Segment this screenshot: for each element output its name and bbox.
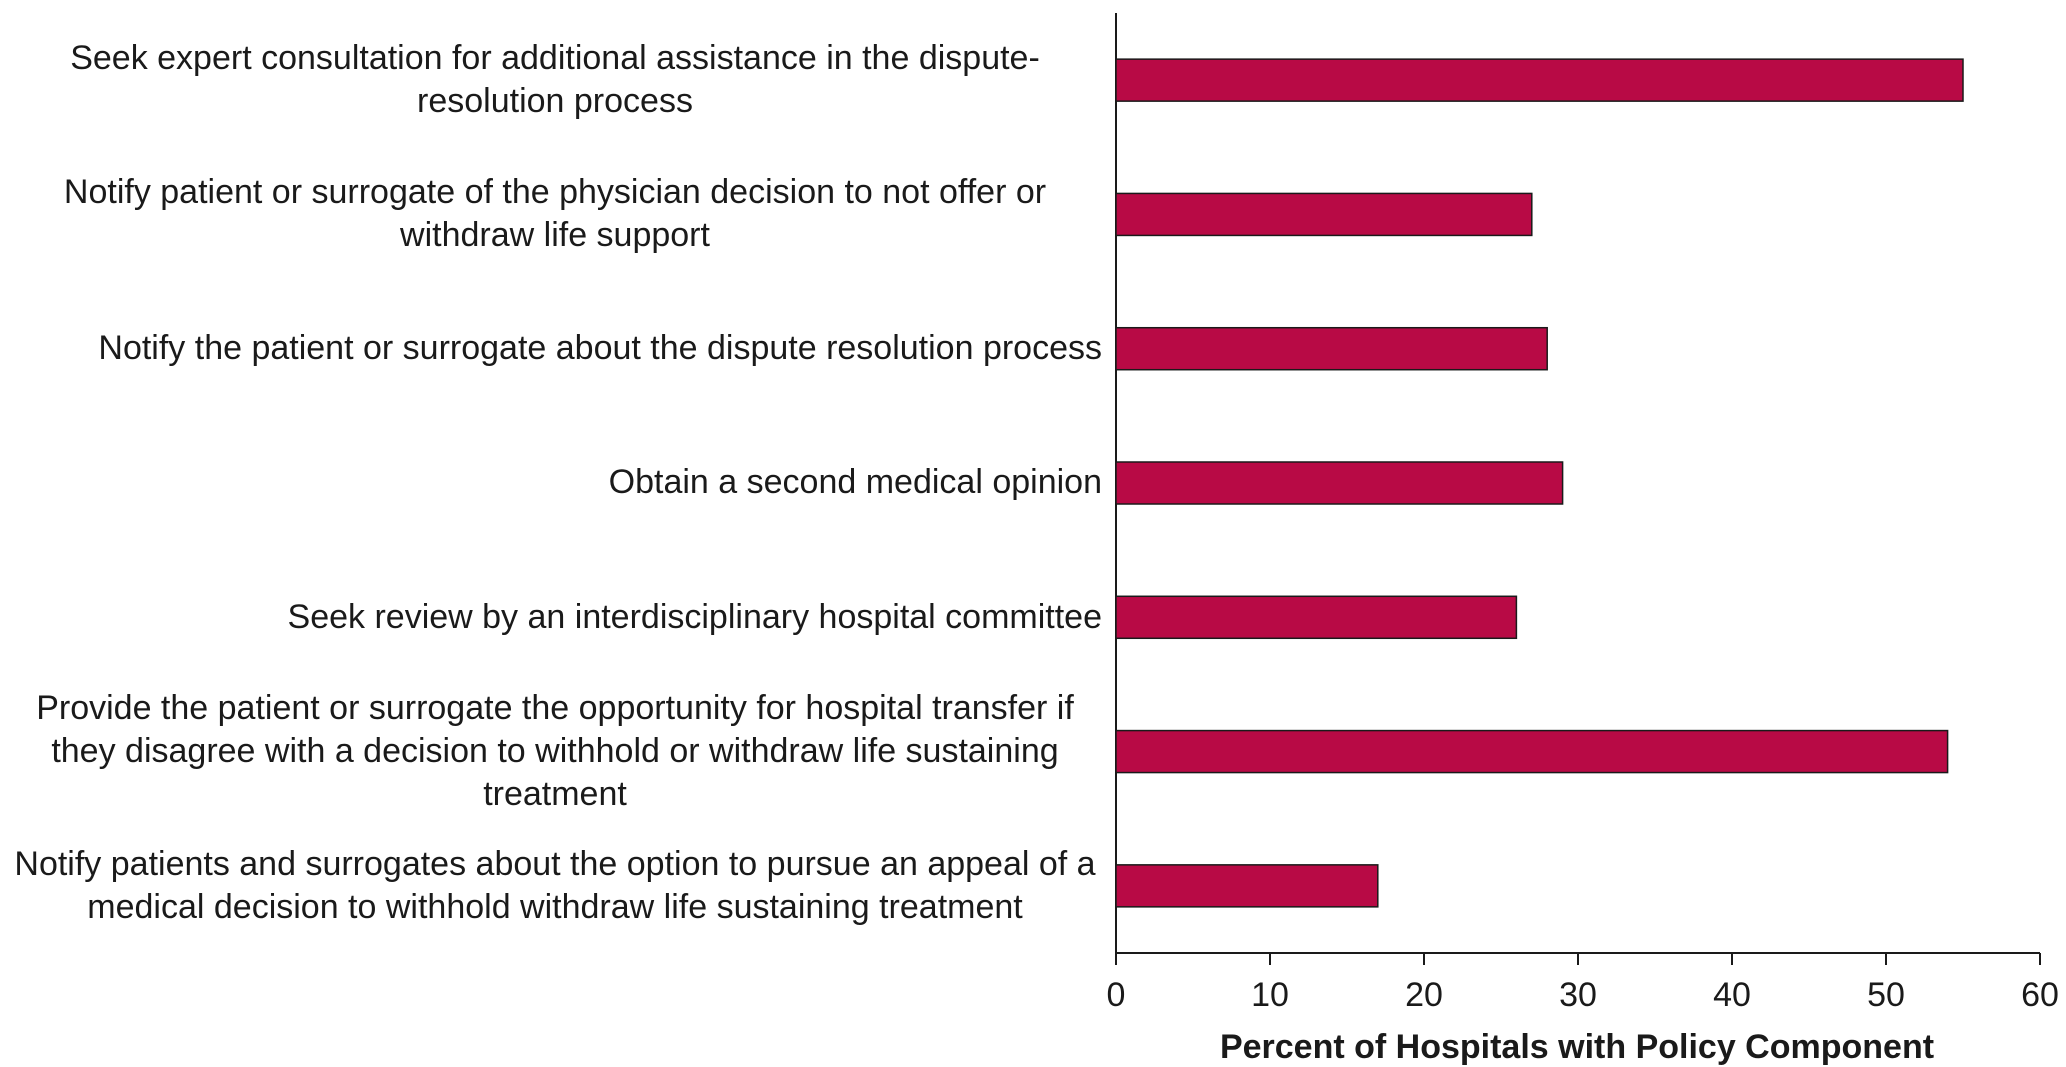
bar — [1115, 461, 1564, 505]
y-tick-label: Provide the patient or surrogate the opp… — [36, 689, 1074, 814]
x-tick-label: 30 — [1559, 976, 1597, 1014]
bar — [1115, 326, 1548, 371]
category-label-box: Notify the patient or surrogate about th… — [8, 282, 1102, 416]
x-tick-label: 40 — [1713, 976, 1751, 1014]
x-tick-label: 60 — [2021, 976, 2059, 1014]
bar — [1115, 192, 1533, 237]
bar — [1115, 58, 1964, 102]
category-label-box: Seek review by an interdisciplinary hosp… — [8, 550, 1102, 684]
y-tick-label: Seek expert consultation for additional … — [70, 39, 1040, 121]
y-tick-label: Notify patient or surrogate of the physi… — [63, 173, 1047, 255]
x-tick-label: 0 — [1107, 976, 1126, 1014]
y-tick-label: Obtain a second medical opinion — [608, 463, 1102, 502]
bar — [1115, 864, 1379, 908]
category-label-box: Provide the patient or surrogate the opp… — [8, 684, 1102, 818]
x-axis-title: Percent of Hospitals with Policy Compone… — [1220, 1028, 1934, 1066]
x-tick-label: 10 — [1251, 976, 1289, 1014]
x-tick-label: 50 — [1867, 976, 1905, 1014]
bar — [1115, 595, 1518, 640]
category-label-box: Seek expert consultation for additional … — [8, 13, 1102, 147]
category-label-box: Notify patients and surrogates about the… — [8, 819, 1102, 953]
category-label-box: Obtain a second medical opinion — [8, 416, 1102, 550]
y-tick-label: Notify patients and surrogates about the… — [14, 844, 1096, 926]
bar — [1115, 729, 1949, 774]
y-tick-label: Seek review by an interdisciplinary hosp… — [287, 597, 1102, 636]
y-tick-label: Notify the patient or surrogate about th… — [98, 329, 1102, 368]
category-label-box: Notify patient or surrogate of the physi… — [8, 147, 1102, 281]
x-tick-label: 20 — [1405, 976, 1443, 1014]
